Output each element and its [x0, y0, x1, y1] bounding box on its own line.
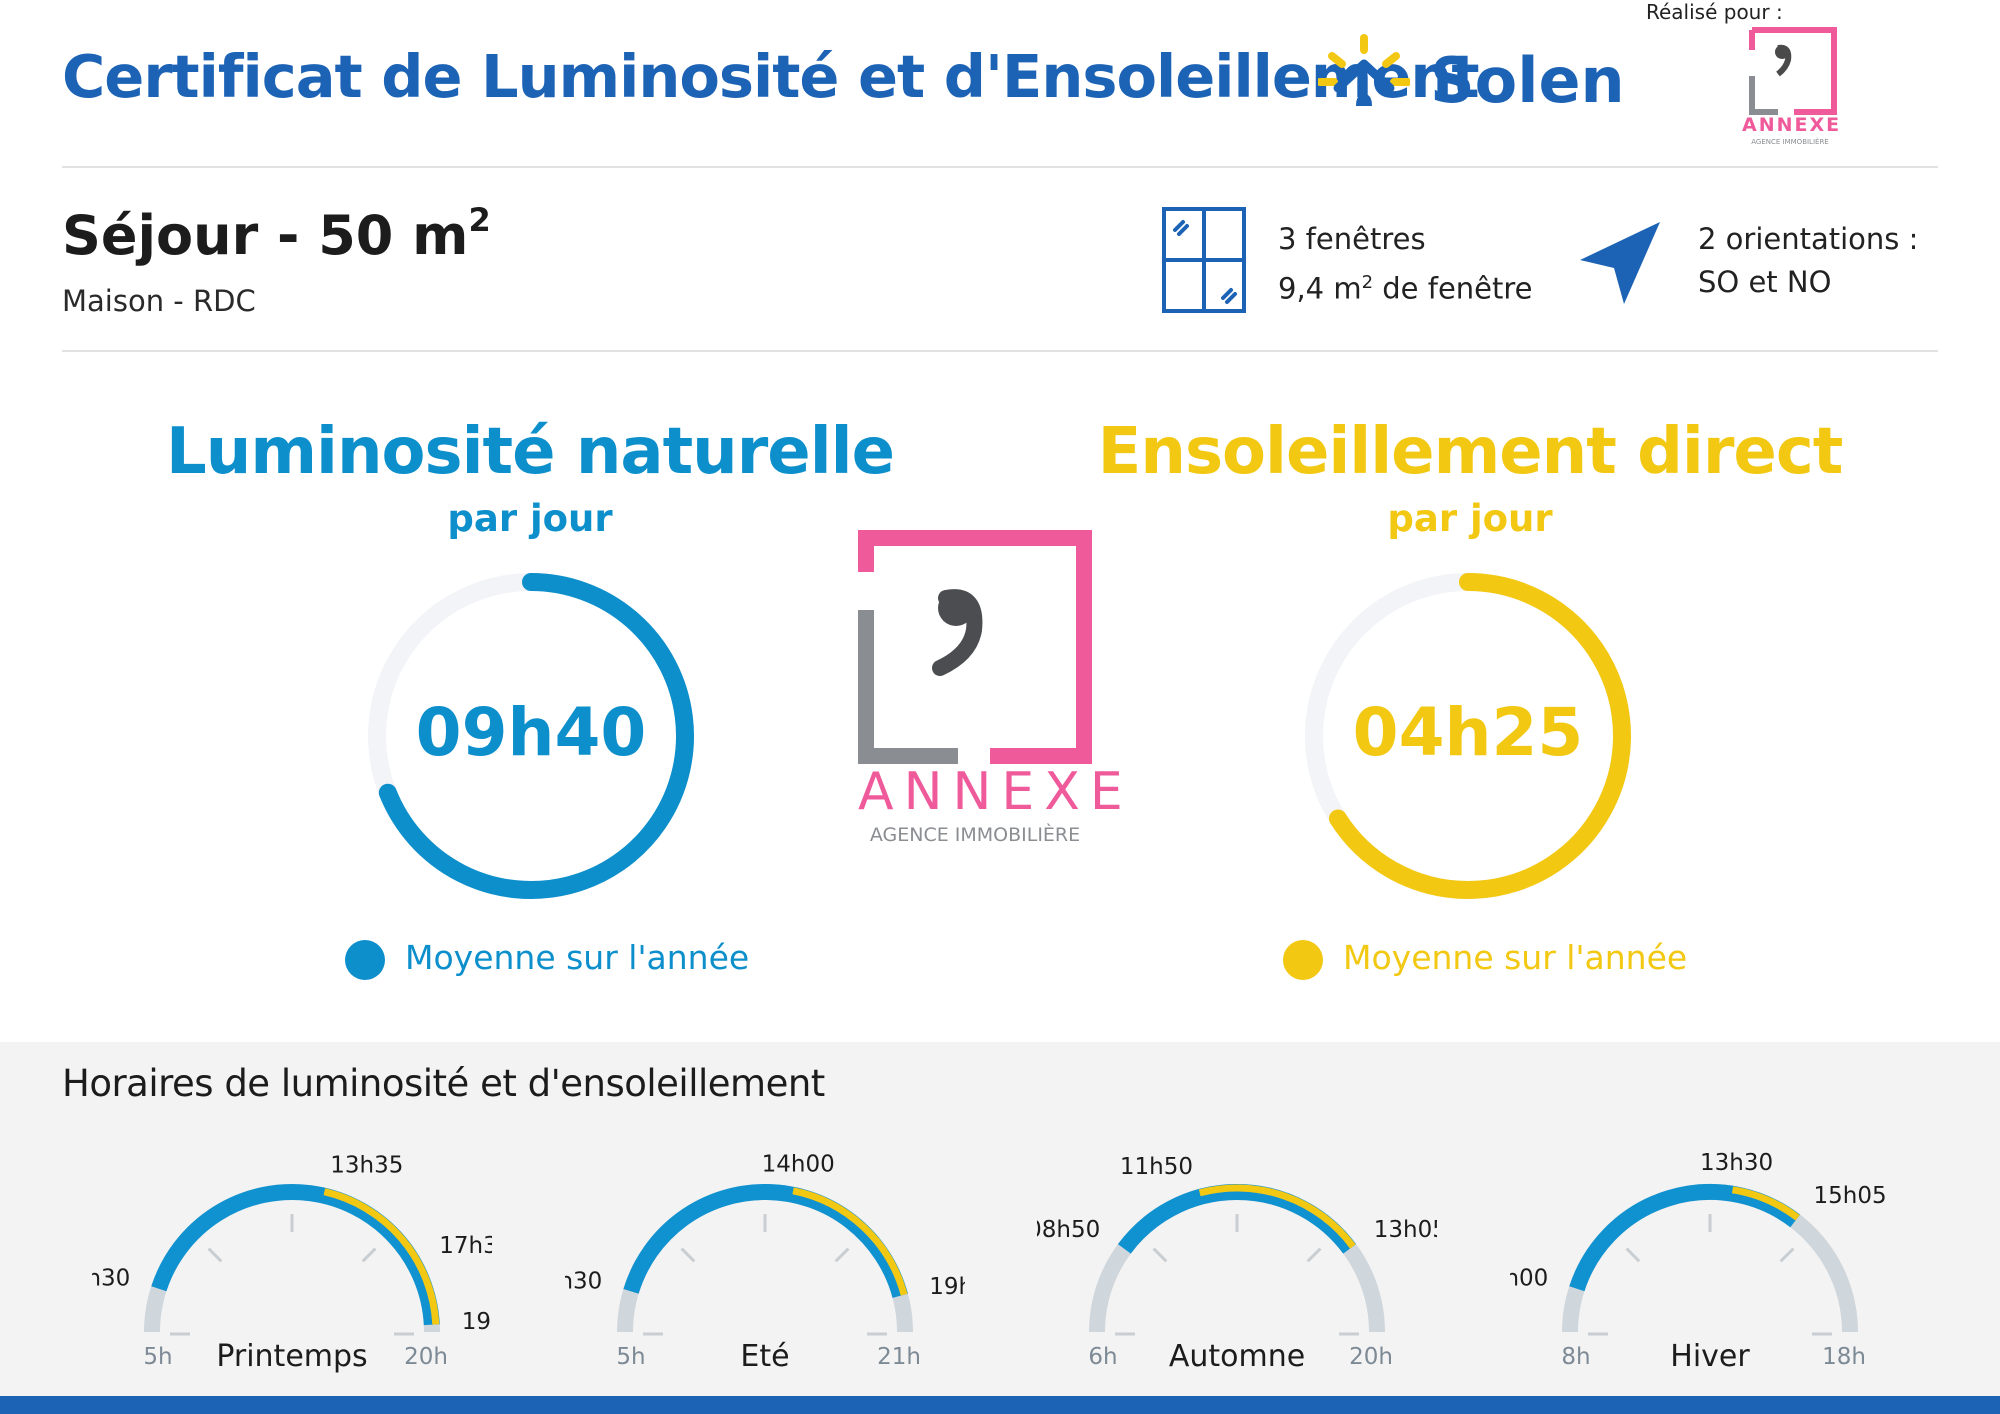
gauge-time-label: 17h30 [439, 1233, 492, 1259]
orientation-arrow-icon [1580, 222, 1660, 304]
brand-name: Solen [1430, 44, 1625, 117]
gauge-sun-arc [1198, 1184, 1356, 1249]
gauge-tick [1306, 1247, 1322, 1263]
gauge-start-label: 5h [143, 1344, 172, 1370]
gauge-time-label: 13h05 [1374, 1217, 1437, 1243]
sunshine-title: Ensoleillement direct [1097, 415, 1844, 489]
windows-count: 3 fenêtres [1278, 222, 1426, 256]
orientations-info: 2 orientations : SO et NO [1698, 218, 1918, 304]
season-name: Hiver [1670, 1339, 1750, 1374]
luminosity-ring [368, 573, 694, 899]
gauge-time-label: 19h45 [462, 1309, 492, 1335]
sunshine-subtitle: par jour [1387, 497, 1553, 540]
sunshine-value: 04h25 [1352, 694, 1584, 771]
gauge-tick [361, 1247, 377, 1263]
gauge-hiver: 8h 18h Hiver 09h00 13h30 15h05 [1510, 1150, 1887, 1374]
made-for-label: Réalisé pour : [1646, 0, 1783, 24]
gauge-time-label: 13h30 [1700, 1150, 1773, 1176]
luminosity-arc [378, 573, 694, 899]
windows-area-value: 9,4 m [1278, 271, 1362, 306]
sunshine-legend: Moyenne sur l'année [1343, 938, 1688, 977]
windows-area-unit: de fenêtre [1373, 271, 1533, 306]
windows-area-exponent: 2 [1361, 272, 1374, 293]
gauge-tick [1152, 1247, 1168, 1263]
gauge-track [1562, 1184, 1858, 1333]
footer-bar [0, 1396, 2000, 1414]
season-name: Automne [1169, 1339, 1305, 1374]
gauge-time-label: 06h30 [92, 1265, 130, 1291]
gauge-track [144, 1184, 440, 1333]
gauge-light-arc [151, 1184, 440, 1326]
room-title: Séjour - 50 m2 [62, 201, 491, 267]
divider [62, 350, 1938, 352]
gauge-time-label: 11h50 [1120, 1154, 1193, 1180]
client-logo-large-subtext: AGENCE IMMOBILIÈRE [869, 824, 1081, 846]
gauge-time-label: 14h00 [762, 1151, 835, 1177]
gauge-time-label: 06h30 [565, 1269, 602, 1295]
sunshine-ring [1305, 573, 1631, 899]
gauge-sun-arc [323, 1188, 440, 1325]
gauge-start-label: 5h [616, 1344, 645, 1370]
luminosity-subtitle: par jour [447, 497, 613, 540]
gauge-sun-arc [792, 1187, 908, 1296]
gauge-light-arc [1569, 1184, 1801, 1292]
gauge-ete: 5h 21h Eté 06h30 14h00 19h40 [565, 1151, 965, 1374]
solen-sun-house-icon [1318, 34, 1410, 106]
windows-info: 3 fenêtres 9,4 m2 de fenêtre [1278, 218, 1533, 311]
luminosity-value: 09h40 [415, 694, 647, 771]
gauge-light-arc [1117, 1184, 1357, 1254]
annexe-logo-small-icon [1749, 27, 1837, 115]
gauge-time-label: 08h50 [1037, 1217, 1100, 1243]
window-icon [1162, 207, 1246, 313]
room-location: Maison - RDC [62, 284, 256, 318]
gauge-time-label: 19h40 [929, 1274, 965, 1300]
orientations-label: 2 orientations : [1698, 222, 1919, 256]
windows-area: 9,4 m2 de fenêtre [1278, 261, 1533, 311]
client-logo-large: ANNEXE AGENCE IMMOBILIÈRE [858, 530, 1133, 848]
gauge-printemps: 5h 20h Printemps 06h30 13h35 17h30 19h45 [92, 1152, 492, 1374]
gauge-start-label: 6h [1088, 1344, 1117, 1370]
gauge-automne: 6h 20h Automne 08h50 11h50 13h05 [1037, 1154, 1437, 1374]
gauge-sun-arc [1731, 1186, 1800, 1221]
gauge-tick [680, 1247, 696, 1263]
schedule-title: Horaires de luminosité et d'ensoleilleme… [62, 1062, 825, 1105]
client-logo-small-text: ANNEXE [1742, 114, 1842, 136]
season-name: Printemps [216, 1339, 367, 1374]
gauge-time-label: 15h05 [1813, 1183, 1886, 1209]
schedule-panel [0, 1042, 2000, 1396]
orientations-value: SO et NO [1698, 265, 1832, 299]
season-name: Eté [740, 1339, 789, 1374]
gauge-tick [1779, 1247, 1795, 1263]
gauge-end-label: 21h [877, 1344, 921, 1370]
sunshine-arc [1328, 573, 1631, 899]
gauge-end-label: 18h [1822, 1344, 1866, 1370]
gauge-tick [207, 1247, 223, 1263]
gauge-tick [1625, 1247, 1641, 1263]
luminosity-legend: Moyenne sur l'année [405, 938, 750, 977]
divider [62, 166, 1938, 168]
gauge-start-label: 8h [1561, 1344, 1590, 1370]
legend-dot [1283, 940, 1323, 980]
room-name: Séjour - 50 m [62, 204, 469, 267]
gauge-time-label: 09h00 [1510, 1265, 1548, 1291]
client-logo-large-text: ANNEXE [858, 762, 1133, 822]
gauge-track [1089, 1184, 1385, 1333]
gauge-track [617, 1184, 913, 1333]
gauge-end-label: 20h [404, 1344, 448, 1370]
legend-dot [345, 940, 385, 980]
luminosity-title: Luminosité naturelle [166, 415, 895, 489]
client-logo-small-subtext: AGENCE IMMOBILIÈRE [1751, 138, 1829, 146]
gauge-light-arc [623, 1184, 908, 1298]
room-area-exponent: 2 [468, 201, 491, 239]
annexe-logo-large-icon [858, 530, 1092, 764]
client-logo-small: ANNEXE AGENCE IMMOBILIÈRE [1742, 26, 1842, 152]
gauge-time-label: 13h35 [330, 1152, 403, 1178]
page-title: Certificat de Luminosité et d'Ensoleille… [62, 42, 1480, 111]
gauge-tick [834, 1247, 850, 1263]
gauge-end-label: 20h [1349, 1344, 1393, 1370]
